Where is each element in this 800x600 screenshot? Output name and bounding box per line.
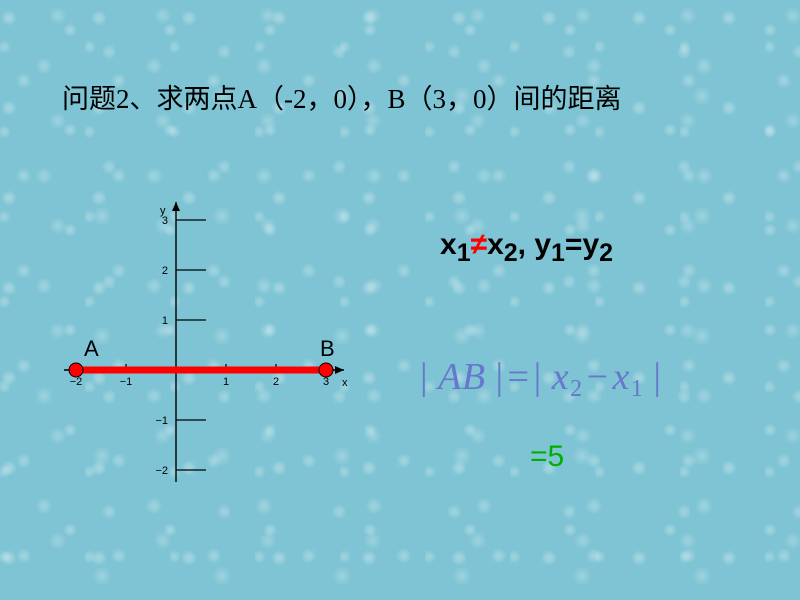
x-axis-arrow-icon [335,366,344,374]
svg-text:2: 2 [162,265,168,277]
formula-eq: = [504,356,534,398]
cond-rsub1: 1 [551,239,565,267]
condition-text: x1≠x2, y1=y2 [440,228,613,268]
y-axis-arrow-icon [172,202,180,211]
abs-bar-4: | [643,356,661,398]
x-axis-label: x [342,377,348,389]
cond-x2: x [487,228,504,261]
svg-text:2: 2 [273,376,279,388]
problem-title: 问题2、求两点A（-2，0），B（3，0）间的距离 [62,78,740,121]
abs-bar-3: | [534,356,552,398]
y-axis-label: y [160,205,166,217]
formula-minus: − [583,356,613,398]
point-a-label: A [84,336,99,362]
svg-text:−2: −2 [155,465,168,477]
cond-eq: = [565,228,583,261]
cond-y2: y [582,228,599,261]
abs-bar-2: | [486,356,504,398]
formula-x1: x [613,356,630,398]
cond-y1: y [534,228,551,261]
formula-s1: 1 [630,376,644,402]
svg-text:3: 3 [323,376,329,388]
neq-symbol: ≠ [471,228,487,261]
y-ticks: −2−1123 [155,215,206,477]
point-b-label: B [320,336,335,362]
cond-sub2: 2 [504,239,518,267]
coordinate-chart: −2−1123 −2−1123 x y A B [58,190,368,520]
point-a [69,363,83,377]
formula-s2: 2 [569,376,583,402]
svg-text:1: 1 [162,315,168,327]
result-value: =5 [530,440,564,474]
svg-text:1: 1 [223,376,229,388]
abs-bar-1: | [420,356,438,398]
svg-text:−2: −2 [70,376,83,388]
formula-x2: x [552,356,569,398]
svg-text:−1: −1 [120,376,133,388]
cond-sep: , [518,228,535,261]
point-b [319,363,333,377]
cond-sub1: 1 [457,239,471,267]
svg-text:−1: −1 [155,415,168,427]
cond-x1: x [440,228,457,261]
distance-formula: | AB |=| x2−x1 | [420,355,662,403]
cond-rsub2: 2 [599,239,613,267]
formula-ab: AB [438,356,485,398]
